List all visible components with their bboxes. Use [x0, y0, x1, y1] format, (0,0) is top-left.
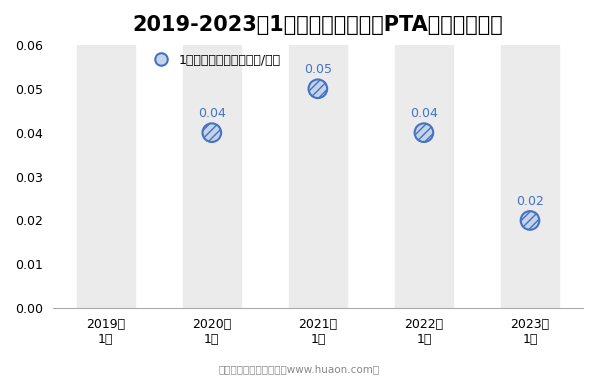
Point	[419, 130, 429, 136]
Point	[525, 217, 535, 223]
Bar	[501, 45, 559, 308]
Bar	[395, 45, 453, 308]
Point	[207, 130, 216, 136]
Text: 0.02: 0.02	[516, 195, 544, 208]
Title: 2019-2023年1月郑州商品交易所PTA期权成交均价: 2019-2023年1月郑州商品交易所PTA期权成交均价	[133, 15, 504, 35]
Text: 0.04: 0.04	[198, 108, 225, 120]
Point	[313, 86, 323, 92]
Bar	[77, 45, 135, 308]
Text: 制图：华经产业研究院（www.huaon.com）: 制图：华经产业研究院（www.huaon.com）	[218, 364, 380, 374]
Bar	[289, 45, 347, 308]
Bar	[182, 45, 241, 308]
Legend: 1月期权成交均价（万元/手）: 1月期权成交均价（万元/手）	[144, 49, 286, 71]
Text: 0.04: 0.04	[410, 108, 438, 120]
Text: 0.05: 0.05	[304, 64, 332, 76]
